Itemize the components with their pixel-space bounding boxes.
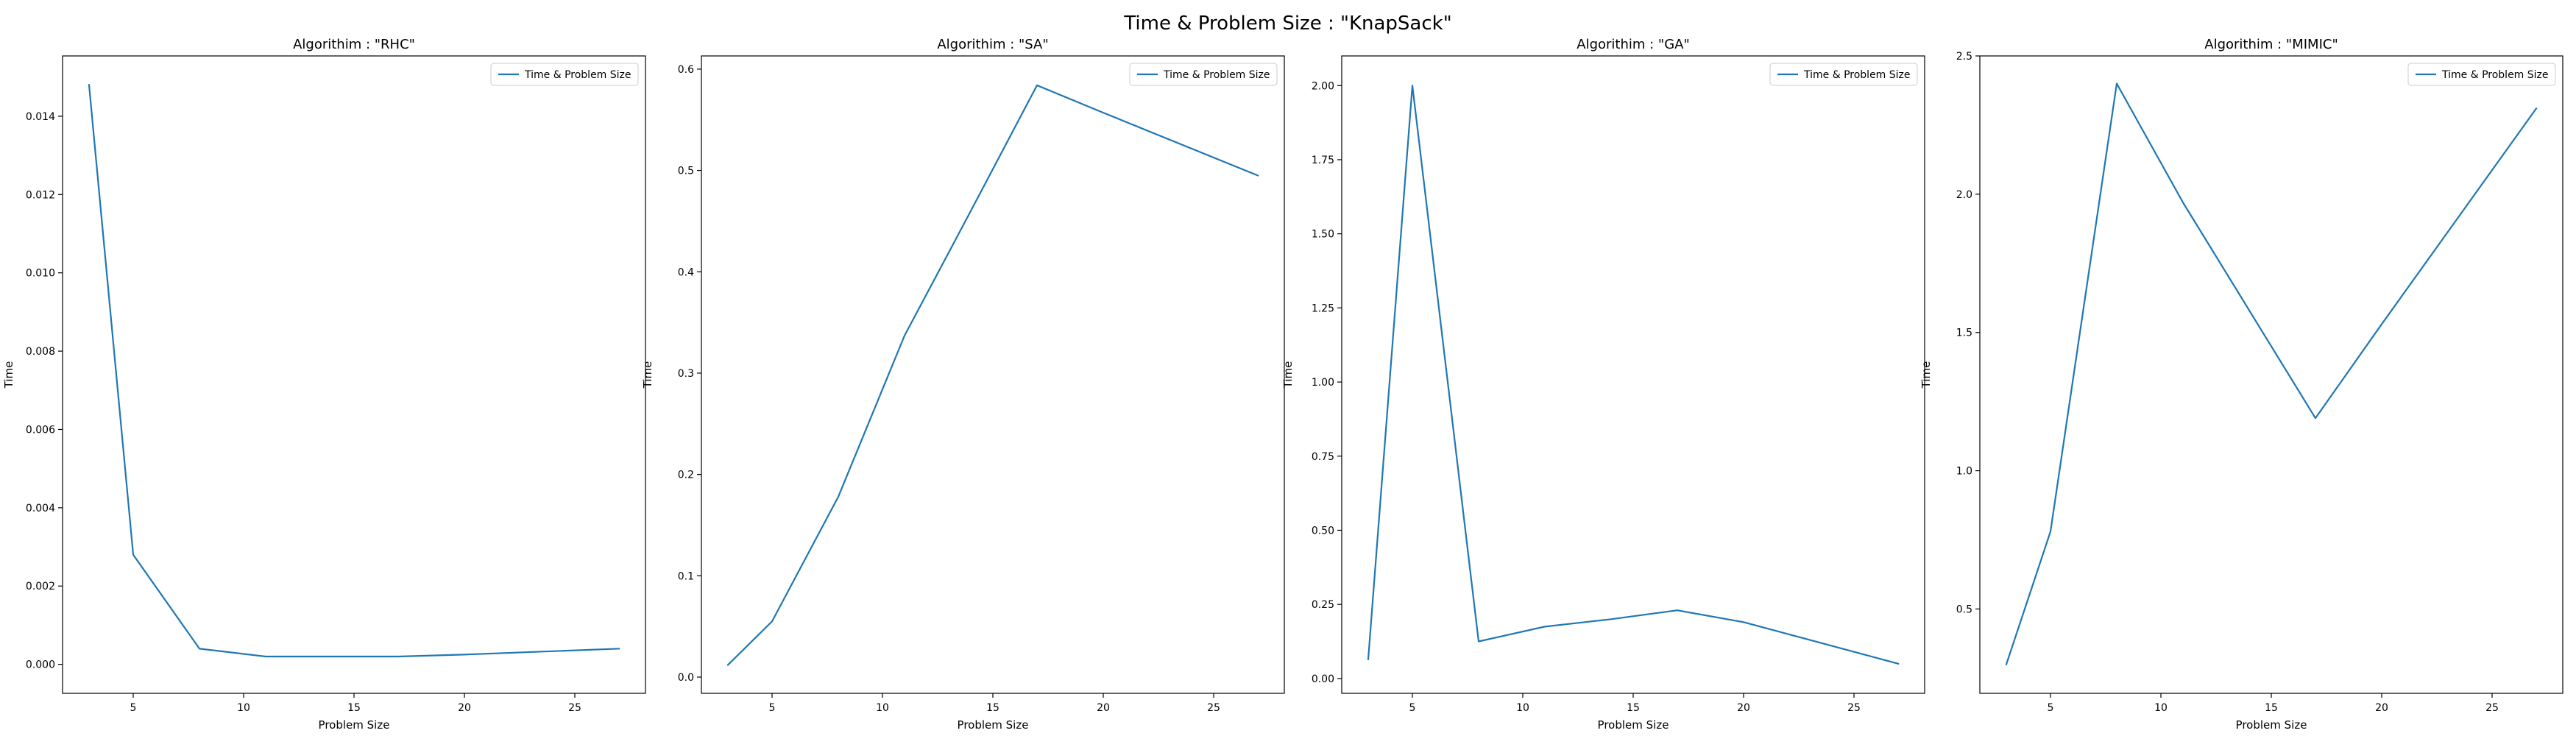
x-tick-label: 5	[130, 702, 137, 714]
y-tick-label: 0.006	[26, 424, 55, 436]
y-tick-label: 2.00	[1312, 80, 1334, 92]
y-tick-label: 1.50	[1312, 229, 1334, 241]
y-tick-label: 0.3	[678, 368, 694, 380]
y-tick-label: 0.0	[678, 672, 694, 684]
y-tick-label: 0.5	[1956, 604, 1972, 615]
y-tick-label: 0.014	[26, 111, 55, 123]
y-tick-label: 0.000	[26, 659, 55, 671]
x-tick-label: 25	[2485, 702, 2499, 714]
y-tick-label: 1.00	[1312, 377, 1334, 389]
legend: Time & Problem Size	[490, 63, 639, 86]
subplot-title: Algorithim : "RHC"	[293, 37, 415, 52]
x-tick-label: 20	[1737, 702, 1750, 714]
y-axis-label: Time	[1919, 361, 1933, 389]
series-line	[726, 84, 1259, 667]
y-tick-label: 0.6	[678, 64, 694, 76]
legend: Time & Problem Size	[1769, 63, 1918, 86]
x-tick-label: 10	[2154, 702, 2168, 714]
series-line	[88, 84, 620, 658]
legend: Time & Problem Size	[2407, 63, 2556, 86]
x-tick-label: 15	[2265, 702, 2278, 714]
x-tick-label: 20	[1097, 702, 1110, 714]
legend-box	[1769, 63, 1918, 86]
x-tick-label: 10	[876, 702, 889, 714]
y-tick-label: 1.5	[1956, 328, 1972, 339]
legend-box	[2407, 63, 2556, 86]
legend-label: Time & Problem Size	[2441, 69, 2549, 81]
y-tick-label: 0.2	[678, 470, 694, 481]
legend: Time & Problem Size	[1129, 63, 1278, 86]
y-tick-label: 0.25	[1312, 599, 1334, 611]
subplot-4: Algorithim : "MIMIC" 5 10 15 20 25 0.5 1.0 1.5 2.…	[1919, 37, 2563, 732]
subplot-3: Algorithim : "GA" 5 10 15 20 25 0.00 0.25 0.50 0.…	[1281, 37, 1925, 732]
y-tick-label: 0.008	[26, 346, 55, 358]
legend-label: Time & Problem Size	[524, 69, 631, 81]
x-tick-label: 25	[568, 702, 581, 714]
y-tick-label: 0.75	[1312, 451, 1334, 463]
x-tick-label: 15	[1627, 702, 1640, 714]
y-tick-label: 2.0	[1956, 189, 1972, 201]
y-tick-label: 0.4	[678, 266, 694, 278]
x-tick-label: 10	[237, 702, 250, 714]
y-tick-label: 0.5	[678, 166, 694, 177]
y-tick-label: 0.00	[1312, 673, 1334, 685]
axes-frame	[62, 55, 646, 694]
subplot-1: Algorithim : "RHC" 5 10 15 20 25 0.000 0.002 0.0…	[2, 37, 646, 732]
legend-box	[1129, 63, 1278, 86]
axes-frame	[1979, 55, 2563, 694]
axes-frame	[1341, 55, 1925, 694]
x-tick-label: 25	[1207, 702, 1220, 714]
y-axis-label: Time	[1281, 361, 1295, 389]
series-line	[1367, 85, 1900, 665]
x-tick-label: 15	[347, 702, 361, 714]
y-tick-label: 0.004	[26, 503, 55, 514]
x-tick-label: 25	[1847, 702, 1861, 714]
x-axis-label: Problem Size	[1598, 718, 1669, 732]
y-axis-label: Time	[2, 361, 15, 389]
y-tick-label: 0.50	[1312, 525, 1334, 537]
y-tick-label: 0.010	[26, 268, 55, 280]
legend-label: Time & Problem Size	[1163, 69, 1270, 81]
subplot-title: Algorithim : "GA"	[1577, 37, 1689, 52]
legend-box	[490, 63, 639, 86]
y-tick-label: 0.012	[26, 189, 55, 201]
subplot-title: Algorithim : "SA"	[937, 37, 1048, 52]
y-tick-label: 0.002	[26, 581, 55, 592]
axes-frame	[701, 55, 1285, 694]
x-axis-label: Problem Size	[2236, 718, 2307, 732]
figure-suptitle: Time & Problem Size : "KnapSack"	[1123, 13, 1451, 35]
y-tick-label: 1.0	[1956, 466, 1972, 478]
x-tick-label: 15	[986, 702, 999, 714]
y-tick-label: 0.1	[678, 570, 694, 582]
subplot-title: Algorithim : "MIMIC"	[2204, 37, 2338, 52]
x-tick-label: 20	[458, 702, 471, 714]
y-tick-label: 1.25	[1312, 302, 1334, 314]
y-tick-label: 1.75	[1312, 155, 1334, 166]
y-axis-label: Time	[641, 361, 654, 389]
subplot-2: Algorithim : "SA" 5 10 15 20 25 0.0 0.1 0.2 0.3 0.…	[641, 37, 1285, 732]
x-tick-label: 10	[1516, 702, 1529, 714]
series-line	[2005, 82, 2538, 665]
y-tick-label: 2.5	[1956, 51, 1972, 63]
x-axis-label: Problem Size	[958, 718, 1029, 732]
x-tick-label: 20	[2375, 702, 2388, 714]
x-axis-label: Problem Size	[319, 718, 390, 732]
x-tick-label: 5	[2048, 702, 2054, 714]
x-tick-label: 5	[1409, 702, 1416, 714]
legend-label: Time & Problem Size	[1803, 69, 1911, 81]
axes-root: Algorithim : "RHC" 5 10 15 20 25 0.000 0.002 0.0…	[2, 37, 2563, 732]
x-tick-label: 5	[769, 702, 776, 714]
